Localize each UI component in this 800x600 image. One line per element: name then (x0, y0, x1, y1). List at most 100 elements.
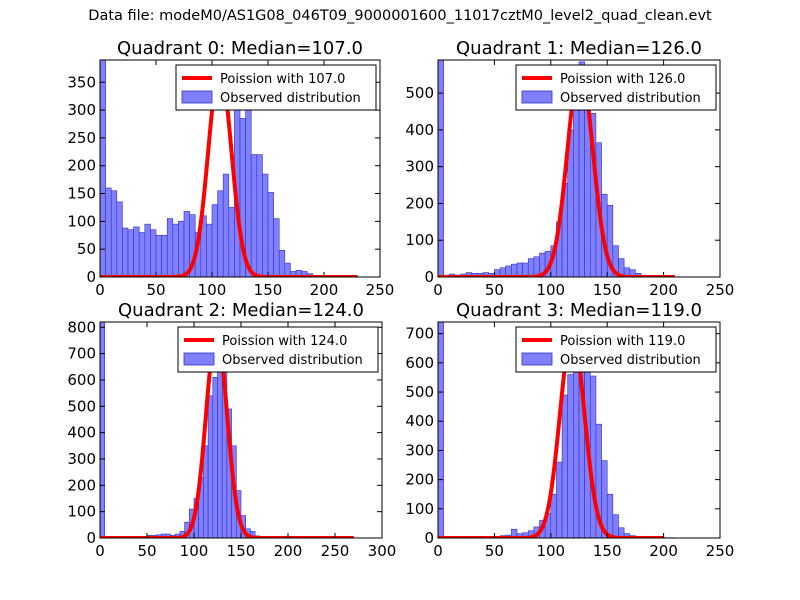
histogram-bar (183, 211, 190, 277)
histogram-bar (133, 226, 140, 277)
y-tick-label: 50 (77, 240, 96, 258)
y-tick-label: 100 (67, 212, 96, 230)
chart-title: Quadrant 1: Median=126.0 (456, 38, 702, 59)
y-tick-label: 500 (405, 84, 434, 102)
histogram-bar (550, 493, 557, 538)
legend: Poission with 124.0 Observed distribution (177, 326, 379, 373)
axes-frame (99, 59, 381, 278)
x-tick-label: 150 (254, 281, 283, 299)
histogram-bar (211, 204, 218, 277)
legend-label-observed: Observed distribution (560, 353, 701, 368)
histogram-bar (278, 249, 286, 277)
y-tick-label: 300 (405, 158, 434, 176)
histogram-bar (144, 223, 151, 277)
figure-title: Data file: modeM0/AS1G08_046T09_90000016… (88, 8, 712, 24)
y-tick-label: 200 (67, 157, 96, 175)
legend: Poission with 119.0 Observed distribution (515, 326, 717, 373)
legend-bar-swatch (181, 90, 213, 104)
histogram-bar (516, 262, 523, 277)
y-tick-label: 250 (67, 129, 96, 147)
y-tick-label: 0 (86, 529, 96, 547)
axes-frame (437, 59, 721, 278)
y-tick-label: 500 (405, 383, 434, 401)
x-tick-label: 50 (137, 542, 156, 560)
chart-panel-0: Quadrant 0: Median=107.0 0 50 100 150 200 250 0… (67, 38, 394, 299)
y-tick-label: 100 (405, 500, 434, 518)
x-tick-label: 250 (366, 281, 395, 299)
y-tick-label: 0 (86, 268, 96, 286)
chart-panel-1: Quadrant 1: Median=126.0 0 50 100 150 200 250 0… (405, 38, 734, 299)
y-tick-label: 500 (67, 397, 96, 415)
histogram-bar (256, 154, 263, 277)
histogram-bar (573, 350, 580, 538)
histogram-bar (522, 262, 529, 277)
y-tick-label: 150 (67, 185, 96, 203)
histogram-bar (284, 262, 291, 277)
x-tick-label: 0 (95, 542, 105, 560)
histogram-bar (567, 374, 574, 538)
histogram-bar (217, 190, 224, 277)
y-tick-label: 300 (405, 441, 434, 459)
y-tick-label: 0 (424, 268, 434, 286)
y-tick-label: 400 (405, 412, 434, 430)
x-tick-label: 0 (433, 542, 443, 560)
legend-bar-swatch (521, 352, 553, 366)
chart-panel-2: Quadrant 2: Median=124.0 0 50 100 150 200 250 3… (67, 300, 396, 560)
y-tick-label: 400 (405, 121, 434, 139)
poisson-curve (100, 330, 356, 538)
legend-bar-swatch (183, 352, 215, 366)
histogram-bar (203, 445, 209, 538)
chart-title: Quadrant 0: Median=107.0 (117, 38, 363, 59)
chart-panel-3: Quadrant 3: Median=119.0 0 50 100 150 200 250 0… (405, 300, 734, 560)
histogram-bar (245, 98, 252, 277)
histogram-bar (105, 187, 112, 277)
histogram-bar (122, 227, 129, 277)
histogram-bar (606, 204, 614, 277)
histogram-bar (166, 218, 174, 277)
x-tick-label: 50 (485, 542, 504, 560)
x-tick-label: 100 (536, 281, 565, 299)
y-tick-label: 100 (405, 231, 434, 249)
histogram-bar (212, 377, 218, 538)
histogram-bar (262, 173, 269, 277)
histogram-bar (589, 375, 597, 538)
histogram-bar (222, 173, 230, 277)
histogram-bar (618, 527, 625, 538)
histogram-bar (250, 154, 258, 277)
x-tick-label: 200 (274, 542, 303, 560)
histogram-bar (206, 223, 213, 277)
x-tick-label: 100 (180, 542, 209, 560)
y-tick-label: 600 (67, 371, 96, 389)
x-tick-label: 200 (649, 542, 678, 560)
histogram-bar (561, 394, 569, 538)
histogram-bar (228, 207, 235, 277)
y-tick-label: 300 (67, 450, 96, 468)
legend-label-observed: Observed distribution (222, 353, 363, 368)
y-tick-label: 700 (405, 325, 434, 343)
legend-bar-swatch (521, 90, 553, 104)
histogram-bar (161, 234, 168, 277)
x-tick-label: 250 (706, 542, 735, 560)
legend-label-poisson: Poission with 119.0 (560, 334, 685, 349)
poisson-curve (100, 66, 360, 277)
histogram-bar (110, 190, 118, 277)
histogram-bar (273, 218, 280, 277)
plot-area (100, 60, 360, 277)
x-tick-label: 100 (198, 281, 227, 299)
x-tick-label: 100 (536, 542, 565, 560)
y-tick-label: 800 (67, 318, 96, 336)
y-tick-label: 600 (405, 354, 434, 372)
x-tick-label: 50 (485, 281, 504, 299)
y-tick-label: 300 (67, 101, 96, 119)
y-tick-label: 200 (405, 471, 434, 489)
histogram-bar (267, 192, 274, 277)
histogram-bar (100, 60, 106, 277)
legend: Poission with 107.0 Observed distribution (175, 64, 377, 111)
y-tick-label: 350 (67, 73, 96, 91)
histogram-bar (612, 514, 619, 538)
histogram-bar (207, 395, 214, 538)
histogram-bar (150, 229, 157, 277)
chart-title: Quadrant 3: Median=119.0 (456, 300, 702, 321)
histogram-bar (172, 223, 179, 277)
histogram-bar (116, 201, 123, 277)
